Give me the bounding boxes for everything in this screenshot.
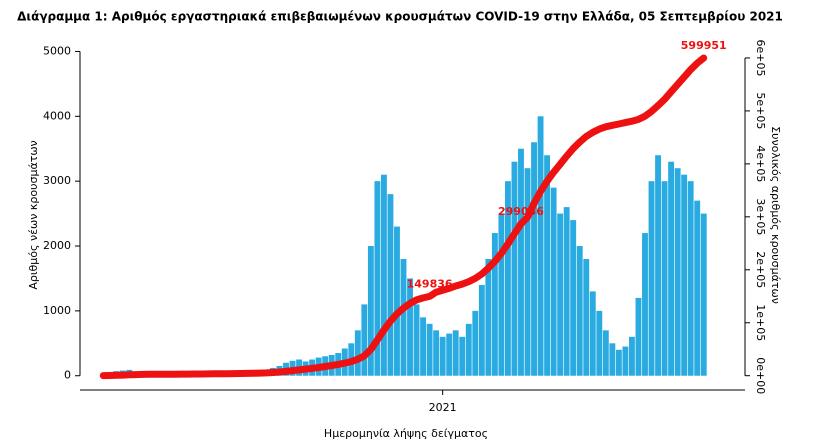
y-tick-label: 0	[64, 369, 71, 382]
y-tick-label: 2000	[43, 239, 71, 252]
bar	[413, 304, 420, 376]
bar	[504, 181, 511, 376]
bar	[524, 168, 531, 376]
bar	[374, 181, 381, 376]
data-label: 149836	[407, 277, 453, 290]
y2-tick-label: 0e+00	[754, 357, 767, 394]
bar	[668, 161, 675, 376]
bar	[459, 336, 466, 376]
bar	[380, 174, 387, 376]
bar	[491, 233, 498, 376]
bar	[700, 213, 707, 376]
bar	[387, 194, 394, 376]
bar	[498, 213, 505, 376]
cumulative-line	[99, 54, 708, 380]
y2-tick-label: 6e+05	[754, 39, 767, 76]
bar	[609, 343, 616, 376]
bar	[452, 330, 459, 376]
chart-title: Διάγραμμα 1: Αριθμός εργαστηριακά επιβεβ…	[17, 10, 783, 24]
bar	[361, 304, 368, 376]
bar	[602, 330, 609, 376]
bar	[661, 181, 668, 376]
bar	[694, 200, 701, 376]
bar	[550, 187, 557, 376]
y2-tick-label: 2e+05	[754, 251, 767, 288]
y-tick-label: 4000	[43, 109, 71, 122]
y2-tick-label: 1e+05	[754, 304, 767, 341]
y-axis-label: Αριθμός νέων κρουσμάτων	[27, 140, 40, 289]
bar	[439, 336, 446, 376]
bar	[687, 181, 694, 376]
bar	[472, 310, 479, 376]
bar	[394, 226, 400, 376]
bar	[635, 297, 642, 376]
y-tick-label: 1000	[43, 304, 71, 317]
bar	[544, 155, 551, 376]
bar	[531, 142, 537, 376]
y2-axis-label: Συνολικός αριθμός κρουσμάτων	[769, 126, 782, 304]
x-tick-label: 2021	[429, 401, 457, 414]
bar	[478, 284, 485, 376]
y-tick-label: 5000	[43, 44, 71, 57]
bar	[681, 174, 688, 376]
bar	[518, 148, 524, 376]
bar	[420, 317, 427, 376]
bar	[354, 330, 361, 376]
bar	[648, 181, 655, 376]
bar	[563, 207, 570, 376]
bar	[655, 155, 661, 376]
bar	[615, 349, 622, 376]
data-label: 299036	[498, 205, 544, 218]
bar	[485, 258, 492, 376]
data-label: 599951	[681, 39, 727, 52]
bar	[446, 333, 453, 376]
bar	[674, 168, 681, 376]
bar	[596, 310, 603, 376]
bar	[537, 116, 544, 376]
y2-tick-label: 3e+05	[754, 198, 767, 235]
bar	[400, 258, 407, 376]
bar	[576, 246, 583, 376]
bar	[589, 291, 596, 376]
bar	[433, 330, 440, 376]
bar	[570, 220, 577, 376]
y2-tick-label: 4e+05	[754, 145, 767, 182]
bar	[407, 278, 413, 376]
y2-tick-label: 5e+05	[754, 92, 767, 129]
bar	[583, 258, 590, 376]
bar	[629, 336, 635, 376]
y-tick-label: 3000	[43, 174, 71, 187]
bar	[465, 323, 472, 376]
bar	[426, 323, 433, 376]
bar	[622, 346, 629, 376]
bar	[642, 233, 648, 376]
bar	[367, 246, 374, 376]
bar	[557, 213, 564, 376]
bar	[511, 161, 518, 376]
x-axis-label: Ημερομηνία λήψης δείγματος	[324, 427, 488, 440]
